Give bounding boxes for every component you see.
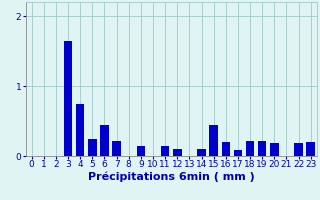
Bar xyxy=(221,142,230,156)
Bar xyxy=(112,141,121,156)
Bar xyxy=(88,138,97,156)
Bar xyxy=(76,104,84,156)
Bar xyxy=(270,143,279,156)
X-axis label: Précipitations 6min ( mm ): Précipitations 6min ( mm ) xyxy=(88,172,255,182)
Bar xyxy=(209,124,218,156)
Bar xyxy=(173,149,181,156)
Bar xyxy=(137,146,145,156)
Bar xyxy=(234,150,242,156)
Bar xyxy=(307,142,315,156)
Bar xyxy=(258,141,267,156)
Bar xyxy=(197,149,206,156)
Bar xyxy=(294,143,303,156)
Bar xyxy=(246,141,254,156)
Bar xyxy=(64,40,72,156)
Bar xyxy=(161,146,169,156)
Bar xyxy=(100,124,109,156)
